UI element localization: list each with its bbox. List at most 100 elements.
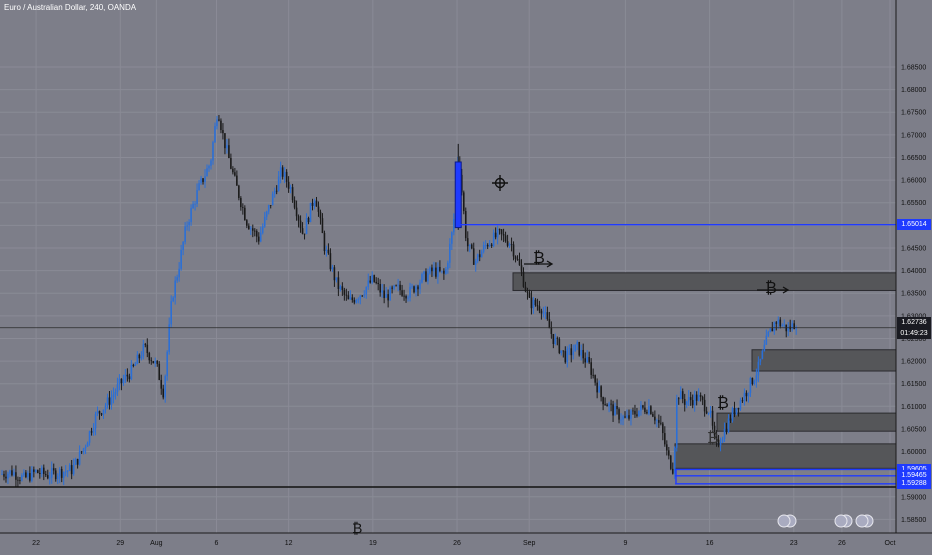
candle-body bbox=[638, 410, 640, 416]
candle-body bbox=[642, 405, 644, 408]
supply-demand-zone bbox=[674, 443, 897, 469]
candle-body bbox=[299, 220, 302, 229]
candle-body bbox=[42, 467, 45, 475]
candle-body bbox=[204, 176, 206, 183]
candle-body bbox=[39, 473, 41, 475]
candle-body bbox=[287, 181, 290, 189]
candle-body bbox=[144, 344, 147, 346]
candle-body bbox=[166, 351, 168, 377]
candle-body bbox=[506, 241, 509, 246]
candle-body bbox=[301, 228, 304, 234]
candle-body bbox=[9, 470, 11, 474]
candle-body bbox=[462, 192, 465, 212]
candle-body bbox=[528, 292, 531, 298]
candle-body bbox=[472, 248, 475, 265]
candle-body bbox=[112, 394, 115, 397]
candle-body bbox=[267, 205, 270, 212]
candle-body bbox=[279, 167, 282, 177]
candle-body bbox=[777, 319, 780, 324]
candle-body bbox=[146, 344, 149, 354]
candle-body bbox=[604, 404, 606, 406]
candle-body bbox=[60, 469, 63, 478]
candle-body bbox=[82, 448, 85, 452]
candle-body bbox=[395, 285, 397, 287]
event-icon[interactable] bbox=[855, 514, 874, 528]
candle-body bbox=[652, 413, 654, 417]
candle-body bbox=[110, 396, 113, 405]
candle-body bbox=[739, 400, 742, 410]
candle-body bbox=[516, 258, 519, 260]
candle-body bbox=[391, 287, 393, 289]
candle-body bbox=[17, 479, 19, 481]
candle-body bbox=[130, 364, 133, 380]
candle-body bbox=[64, 471, 67, 473]
candle-body bbox=[526, 291, 529, 293]
candle-body bbox=[498, 229, 501, 231]
candle-body bbox=[715, 435, 718, 440]
candle-body bbox=[379, 284, 381, 293]
candle-body bbox=[214, 126, 216, 143]
candle-body bbox=[222, 130, 224, 134]
candle-body bbox=[664, 433, 666, 445]
candle-body bbox=[628, 415, 630, 419]
candle-body bbox=[277, 176, 280, 192]
candle-body bbox=[538, 306, 541, 311]
candle-body bbox=[355, 299, 358, 303]
candle-body bbox=[176, 277, 178, 281]
candle-body bbox=[273, 190, 276, 194]
candle-body bbox=[232, 168, 234, 173]
candle-body bbox=[703, 399, 706, 412]
candle-body bbox=[735, 407, 738, 414]
candle-body bbox=[741, 400, 744, 402]
candle-body bbox=[242, 207, 244, 208]
candle-body bbox=[295, 207, 298, 217]
candle-body bbox=[164, 376, 167, 398]
candle-body bbox=[697, 394, 700, 401]
candle-body bbox=[687, 397, 690, 402]
candle-body bbox=[158, 363, 161, 380]
candle-body bbox=[476, 254, 479, 261]
candle-body bbox=[150, 360, 153, 362]
price-tick-label: 1.59000 bbox=[901, 494, 926, 501]
candle-body bbox=[453, 219, 455, 233]
candle-body bbox=[96, 411, 99, 415]
candle-body bbox=[128, 376, 131, 380]
candle-body bbox=[427, 273, 429, 282]
candle-body bbox=[367, 280, 370, 287]
candle-body bbox=[62, 471, 65, 478]
candle-body bbox=[363, 294, 366, 296]
candle-body bbox=[437, 266, 439, 277]
candle-body bbox=[108, 397, 111, 405]
candle-body bbox=[496, 229, 499, 238]
candle-body bbox=[709, 410, 712, 414]
candle-body bbox=[733, 408, 736, 414]
candle-body bbox=[37, 470, 39, 474]
candle-body bbox=[313, 200, 316, 206]
time-tick-label: 23 bbox=[790, 540, 798, 547]
candle-body bbox=[562, 350, 565, 352]
event-icon[interactable] bbox=[834, 514, 853, 528]
candle-body bbox=[630, 410, 632, 419]
candle-body bbox=[570, 348, 573, 356]
candle-body bbox=[142, 344, 145, 357]
candle-body bbox=[520, 265, 523, 272]
candle-body bbox=[206, 168, 208, 177]
candle-body bbox=[779, 319, 782, 327]
candle-body bbox=[375, 281, 377, 283]
candle-body bbox=[530, 297, 533, 309]
candle-body bbox=[393, 285, 395, 289]
time-tick-label: 9 bbox=[623, 540, 627, 547]
price-tick-label: 1.67500 bbox=[901, 110, 926, 117]
candle-body bbox=[403, 295, 405, 297]
candle-body bbox=[749, 377, 752, 393]
candle-body bbox=[369, 280, 372, 283]
candle-body bbox=[564, 351, 567, 363]
candle-body bbox=[76, 458, 79, 465]
candle-body bbox=[321, 218, 324, 234]
candle-body bbox=[361, 295, 364, 297]
candle-body bbox=[425, 271, 427, 282]
event-icon[interactable] bbox=[777, 514, 797, 528]
candle-body bbox=[180, 250, 182, 269]
